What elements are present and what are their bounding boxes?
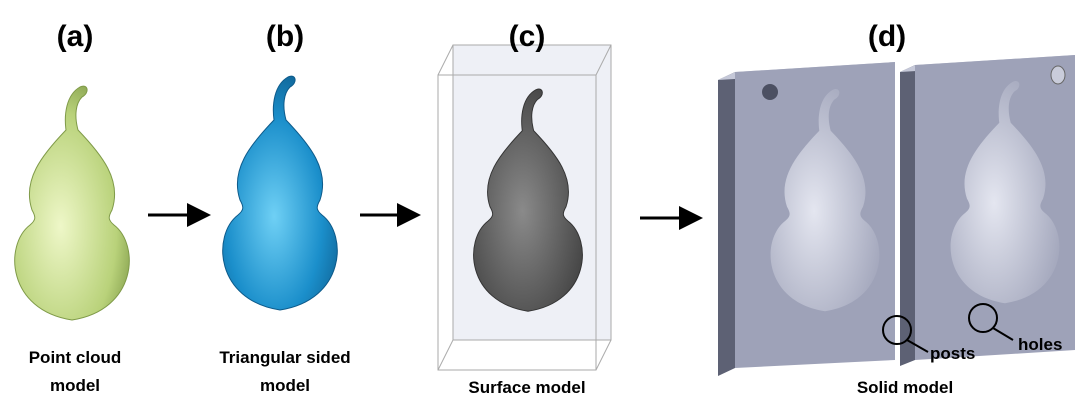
caption: Surface model bbox=[468, 378, 585, 397]
point-cloud-gourd bbox=[15, 86, 130, 320]
panel-label: (d) bbox=[868, 20, 906, 53]
caption: Triangular sided bbox=[219, 348, 350, 367]
caption: model bbox=[50, 376, 100, 395]
mesh-gourd bbox=[223, 76, 338, 310]
panel-label: (c) bbox=[509, 20, 546, 53]
caption: Point cloud bbox=[29, 348, 122, 367]
callout: holes bbox=[1018, 335, 1062, 354]
mold-left bbox=[718, 62, 895, 376]
caption: Solid model bbox=[857, 378, 953, 397]
panel-label: (b) bbox=[266, 20, 304, 53]
arrows bbox=[148, 215, 697, 218]
mold-right bbox=[900, 55, 1075, 366]
figure: (a) (b) (c) (d) Point cloud model Triang… bbox=[0, 0, 1079, 400]
panel-label: (a) bbox=[57, 20, 94, 53]
callout: posts bbox=[930, 344, 975, 363]
caption: model bbox=[260, 376, 310, 395]
